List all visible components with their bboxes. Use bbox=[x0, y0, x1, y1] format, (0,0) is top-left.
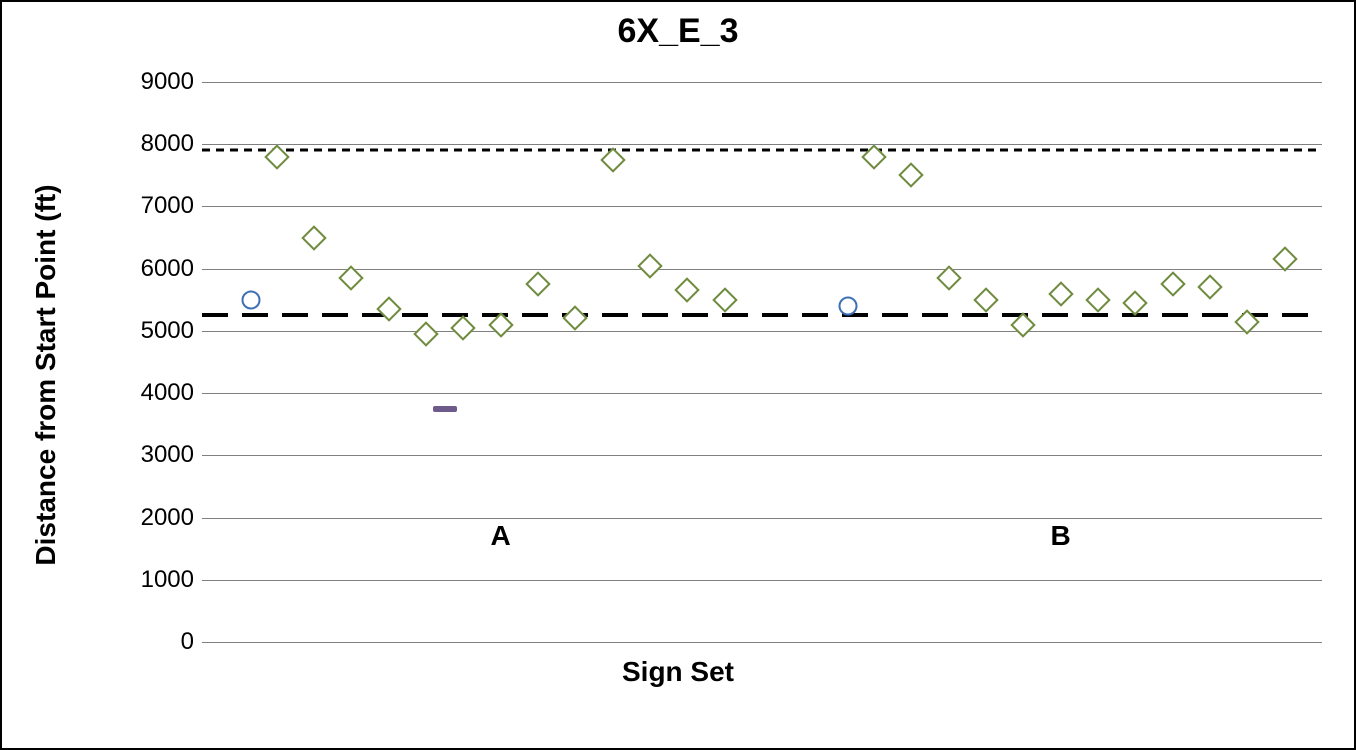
data-marker-diamond bbox=[264, 144, 289, 169]
chart-title: 6X_E_3 bbox=[2, 12, 1354, 51]
y-tick-label: 2000 bbox=[124, 504, 194, 532]
data-marker-diamond bbox=[563, 306, 588, 331]
y-tick-label: 5000 bbox=[124, 317, 194, 345]
data-marker-diamond bbox=[637, 253, 662, 278]
data-marker-diamond bbox=[413, 321, 438, 346]
data-marker-dash bbox=[433, 406, 457, 412]
gridline bbox=[202, 82, 1322, 83]
y-tick-label: 7000 bbox=[124, 192, 194, 220]
data-marker-diamond bbox=[1197, 275, 1222, 300]
gridline bbox=[202, 393, 1322, 394]
data-marker-diamond bbox=[899, 163, 924, 188]
y-tick-label: 1000 bbox=[124, 566, 194, 594]
data-marker-diamond bbox=[525, 271, 550, 296]
data-marker-diamond bbox=[712, 287, 737, 312]
data-marker-diamond bbox=[451, 315, 476, 340]
gridline bbox=[202, 206, 1322, 207]
y-tick-label: 3000 bbox=[124, 441, 194, 469]
chart-frame: 6X_E_3 Distance from Start Point (ft) Si… bbox=[0, 0, 1356, 750]
y-axis-label: Distance from Start Point (ft) bbox=[30, 175, 62, 575]
y-axis-label-wrap: Distance from Start Point (ft) bbox=[16, 2, 76, 748]
y-tick-label: 0 bbox=[124, 628, 194, 656]
reference-line bbox=[202, 313, 1322, 317]
data-marker-diamond bbox=[1123, 290, 1148, 315]
data-marker-circle bbox=[838, 297, 857, 316]
group-label: B bbox=[1051, 520, 1071, 552]
data-marker-circle bbox=[241, 290, 260, 309]
data-marker-diamond bbox=[1048, 281, 1073, 306]
data-marker-diamond bbox=[376, 296, 401, 321]
y-tick-label: 4000 bbox=[124, 379, 194, 407]
data-marker-diamond bbox=[1085, 287, 1110, 312]
gridline bbox=[202, 642, 1322, 643]
gridline bbox=[202, 580, 1322, 581]
gridline bbox=[202, 518, 1322, 519]
data-marker-diamond bbox=[1160, 271, 1185, 296]
y-tick-label: 6000 bbox=[124, 255, 194, 283]
gridline bbox=[202, 331, 1322, 332]
reference-line bbox=[202, 149, 1322, 152]
y-tick-label: 8000 bbox=[124, 130, 194, 158]
data-marker-diamond bbox=[675, 278, 700, 303]
group-label: A bbox=[491, 520, 511, 552]
gridline bbox=[202, 144, 1322, 145]
data-marker-diamond bbox=[973, 287, 998, 312]
plot-area: 0100020003000400050006000700080009000AB bbox=[202, 82, 1322, 642]
data-marker-diamond bbox=[861, 144, 886, 169]
x-axis-label: Sign Set bbox=[2, 656, 1354, 688]
gridline bbox=[202, 269, 1322, 270]
y-tick-label: 9000 bbox=[124, 68, 194, 96]
data-marker-diamond bbox=[301, 225, 326, 250]
gridline bbox=[202, 455, 1322, 456]
